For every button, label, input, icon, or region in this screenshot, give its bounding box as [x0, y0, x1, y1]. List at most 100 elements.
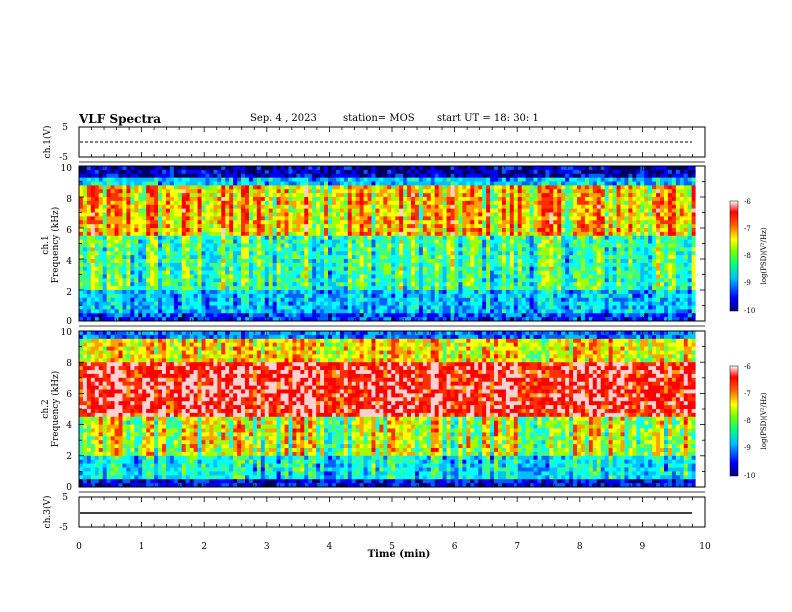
spectrogram-cell	[94, 220, 100, 225]
spectrogram-cell	[462, 293, 467, 299]
spectrogram-cell	[205, 251, 210, 256]
spectrogram-cell	[490, 313, 495, 318]
spectrogram-cell	[458, 177, 463, 182]
spectrogram-cell	[256, 255, 262, 260]
spectrogram-cell	[292, 243, 297, 248]
spectrogram-cell	[521, 317, 527, 322]
spectrogram-cell	[395, 301, 400, 306]
spectrogram-cell	[162, 200, 167, 206]
spectrogram-cell	[434, 286, 440, 291]
spectrogram-cell	[553, 286, 558, 291]
spectrogram-cell	[387, 193, 392, 198]
spectrogram-cell	[422, 216, 428, 221]
spectrogram-cell	[399, 173, 404, 179]
spectrogram-cell	[339, 278, 345, 283]
spectrogram-cell	[308, 309, 313, 314]
spectrogram-cell	[154, 177, 159, 182]
spectrogram-cell	[486, 274, 491, 279]
spectrogram-cell	[237, 305, 242, 310]
spectrogram-cell	[229, 259, 234, 264]
spectrogram-cell	[205, 193, 210, 198]
spectrogram-cell	[82, 266, 88, 272]
spectrogram-cell	[300, 185, 305, 190]
spectrogram-cell	[391, 309, 396, 314]
spectrogram-cell	[284, 181, 289, 186]
spectrogram-cell	[434, 297, 440, 303]
spectrogram-cell	[561, 255, 566, 260]
spectrogram-cell	[90, 282, 96, 287]
spectrogram-cell	[442, 247, 447, 252]
spectrogram-cell	[339, 216, 345, 221]
spectrogram-cell	[407, 305, 412, 310]
spectrogram-cell	[521, 231, 527, 237]
spectrogram-cell	[225, 251, 230, 256]
spectrogram-cell	[521, 274, 527, 279]
spectrogram-cell	[561, 216, 566, 221]
spectrogram-cell	[395, 309, 400, 314]
spectrogram-cell	[525, 270, 530, 275]
spectrogram-cell	[446, 317, 451, 322]
spectrogram-cell	[399, 247, 404, 252]
spectrogram-cell	[399, 313, 404, 318]
spectrogram-cell	[505, 224, 511, 229]
spectrogram-cell	[363, 200, 368, 206]
spectrogram-cell	[335, 259, 341, 264]
spectrogram-cell	[197, 282, 202, 287]
spectrogram-cell	[142, 231, 147, 237]
spectrogram-cell	[371, 305, 376, 310]
spectrogram-cell	[537, 224, 542, 229]
spectrogram-cell	[162, 173, 167, 179]
spectrogram-cell	[169, 305, 175, 310]
spectrogram-cell	[541, 286, 546, 291]
spectrogram-cell	[533, 181, 538, 186]
spectrogram-cell	[79, 255, 84, 260]
spectrogram-cell	[90, 286, 96, 291]
spectrogram-cell	[343, 297, 349, 303]
spectrogram-cell	[169, 231, 175, 237]
spectrogram-cell	[284, 220, 289, 225]
spectrogram-cell	[197, 216, 202, 221]
spectrogram-cell	[248, 270, 254, 275]
spectrogram-cell	[146, 189, 151, 194]
spectrogram-cell	[82, 247, 88, 252]
spectrogram-cell	[284, 173, 289, 179]
spectrogram-cell	[328, 313, 333, 318]
spectrogram-cell	[237, 282, 242, 287]
spectrogram-cell	[209, 200, 214, 206]
spectrogram-cell	[205, 208, 210, 213]
spectrogram-cell	[197, 197, 202, 202]
spectrogram-cell	[98, 309, 104, 314]
spectrogram-cell	[300, 220, 305, 225]
spectrogram-cell	[225, 193, 230, 198]
spectrogram-cell	[248, 185, 254, 190]
spectrogram-cell	[320, 166, 325, 171]
spectrogram-cell	[169, 282, 175, 287]
spectrogram-cell	[569, 266, 574, 272]
spectrogram-cell	[395, 274, 400, 279]
spectrogram-cell	[98, 247, 104, 252]
spectrogram-cell	[395, 166, 400, 171]
spectrogram-cell	[150, 235, 155, 241]
spectrogram-cell	[308, 181, 313, 186]
spectrogram-cell	[355, 200, 361, 206]
spectrogram-cell	[276, 266, 281, 272]
spectrogram-cell	[486, 193, 491, 198]
spectrogram-cell	[102, 305, 108, 310]
spectrogram-cell	[450, 286, 455, 291]
spectrogram-cell	[347, 197, 353, 202]
spectrogram-cell	[343, 270, 349, 275]
spectrogram-cell	[541, 262, 546, 268]
spectrogram-cell	[331, 228, 337, 233]
spectrogram-cell	[521, 313, 527, 318]
spectrogram-cell	[355, 208, 361, 213]
spectrogram-cell	[470, 204, 475, 210]
spectrogram-cell	[399, 297, 404, 303]
spectrogram-cell	[130, 309, 135, 314]
spectrogram-cell	[264, 290, 270, 295]
spectrogram-cell	[260, 185, 266, 190]
spectrogram-cell	[260, 216, 266, 221]
spectrogram-cell	[442, 305, 447, 310]
spectrogram-cell	[470, 224, 475, 229]
spectrogram-cell	[134, 282, 139, 287]
spectrogram-cell	[363, 262, 368, 268]
